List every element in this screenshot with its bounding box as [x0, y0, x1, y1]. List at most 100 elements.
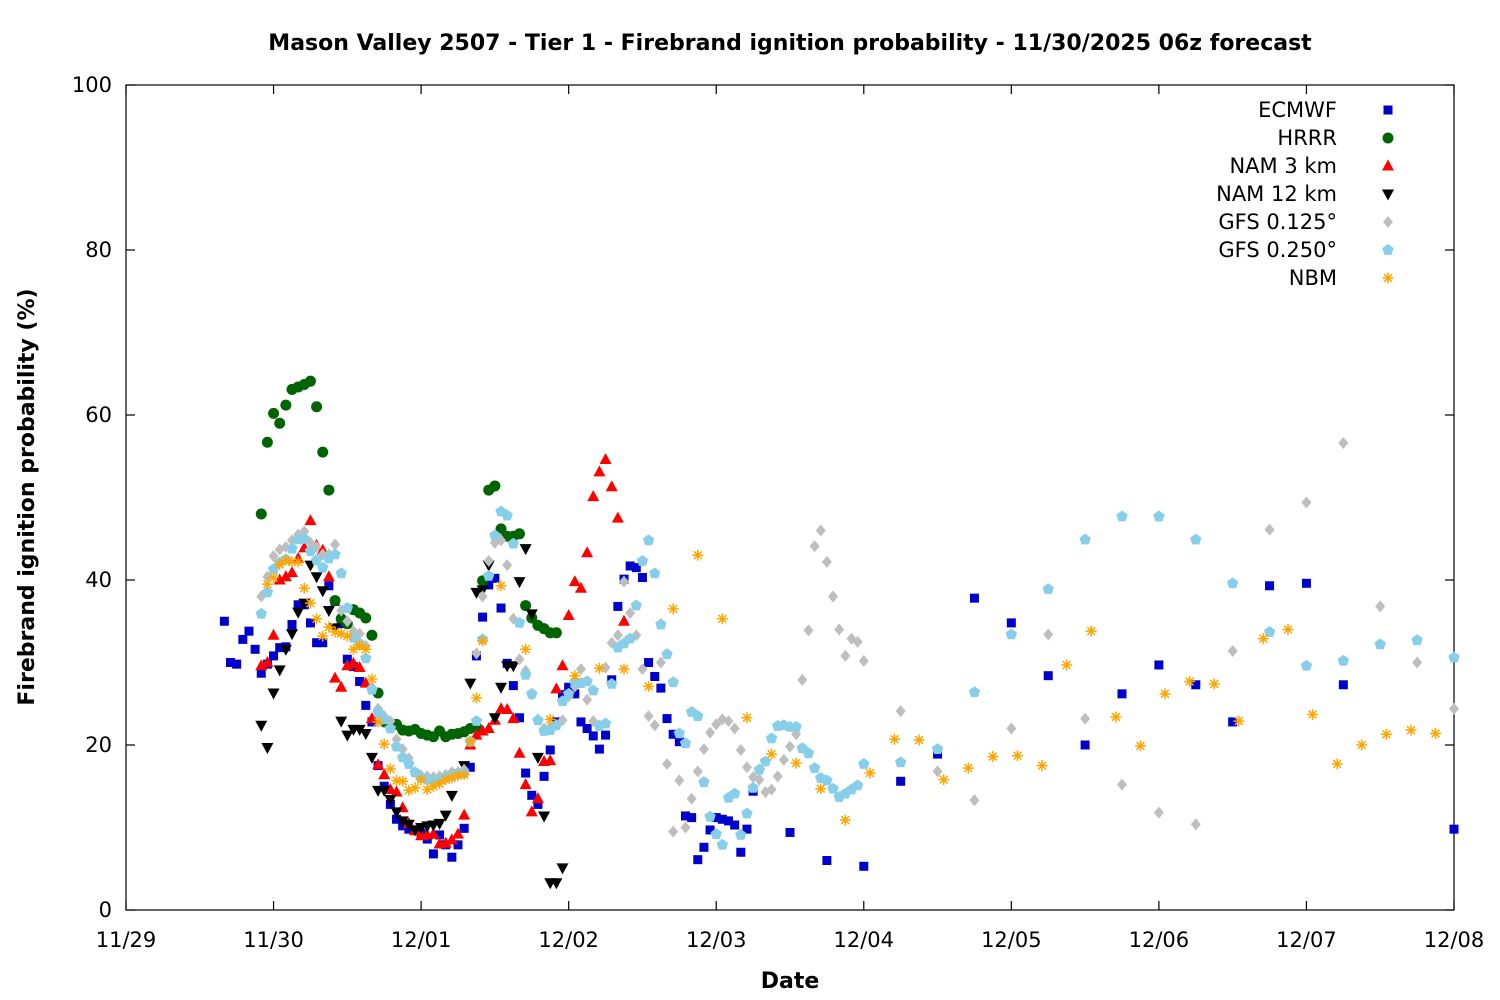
data-point: [710, 828, 722, 839]
data-point: [305, 618, 315, 628]
data-point: [490, 573, 500, 583]
data-point: [894, 756, 907, 768]
data-point: [268, 572, 280, 584]
data-point: [477, 590, 488, 603]
data-point: [329, 671, 342, 683]
data-point: [1375, 600, 1386, 613]
data-point: [317, 630, 329, 642]
data-point: [286, 542, 298, 554]
data-point: [539, 771, 549, 781]
data-point: [428, 849, 438, 859]
data-point: [514, 653, 525, 666]
data-point: [342, 654, 352, 664]
data-point: [544, 754, 557, 766]
y-tick-label: 100: [72, 73, 112, 97]
data-point: [735, 828, 747, 840]
legend-marker: [1382, 159, 1394, 171]
data-point: [477, 635, 489, 647]
data-point: [366, 673, 378, 685]
data-point: [261, 586, 274, 598]
data-point: [624, 632, 636, 644]
data-point: [754, 773, 765, 786]
legend-label: NBM: [1289, 266, 1337, 290]
data-point: [1154, 660, 1164, 670]
data-point: [445, 790, 458, 802]
legend: ECMWF HRRR NAM 3 km NAM 12 km GFS 0.125° GFS …: [1216, 98, 1394, 290]
data-point: [932, 765, 943, 778]
series-gfs-0-250: [255, 505, 1460, 850]
data-point: [858, 757, 870, 769]
data-point: [452, 827, 464, 839]
legend-item: HRRR: [1277, 126, 1394, 150]
data-point: [372, 716, 384, 728]
data-point: [392, 814, 402, 824]
series-nam-12-km: [255, 544, 569, 890]
data-point: [576, 717, 586, 727]
data-point: [705, 726, 716, 739]
data-point: [605, 480, 618, 492]
data-point: [852, 635, 863, 648]
data-point: [840, 649, 851, 662]
data-point: [447, 852, 457, 862]
plot-frame: [125, 84, 1455, 911]
data-point: [674, 774, 685, 787]
data-point: [736, 847, 746, 857]
data-point: [828, 590, 839, 603]
data-point: [501, 703, 514, 715]
data-point: [391, 774, 403, 786]
data-point: [1300, 659, 1313, 671]
data-point: [415, 774, 427, 786]
data-point: [365, 712, 378, 724]
data-point: [365, 752, 378, 764]
data-point: [402, 819, 415, 831]
data-point: [827, 782, 839, 794]
data-point: [839, 814, 851, 826]
data-point: [668, 729, 678, 739]
legend-item: NBM: [1289, 266, 1394, 290]
data-point: [322, 606, 335, 618]
data-point: [821, 555, 832, 568]
data-point: [484, 580, 494, 590]
data-point: [1080, 712, 1091, 725]
data-point: [802, 747, 815, 759]
data-point: [311, 613, 323, 625]
data-point: [238, 634, 248, 644]
x-tick-label: 11/29: [96, 928, 157, 952]
data-point: [588, 731, 598, 741]
data-point: [742, 824, 752, 834]
legend-marker: [1382, 189, 1394, 201]
data-point: [1036, 760, 1048, 772]
data-point: [256, 668, 266, 678]
data-point: [244, 626, 254, 636]
data-point: [766, 783, 777, 796]
data-point: [219, 616, 229, 626]
legend-label: HRRR: [1277, 126, 1337, 150]
data-point: [1085, 625, 1097, 637]
data-point: [482, 722, 495, 733]
data-point: [299, 525, 310, 538]
data-point: [564, 682, 574, 692]
data-point: [1263, 625, 1276, 637]
data-point: [741, 761, 752, 774]
data-point: [508, 681, 518, 691]
data-point: [531, 792, 544, 804]
data-point: [785, 740, 795, 753]
x-tick-label: 12/04: [834, 928, 895, 952]
data-point: [765, 732, 778, 744]
data-point: [587, 684, 599, 696]
data-point: [310, 572, 323, 584]
data-point: [1307, 708, 1319, 720]
data-point: [292, 556, 304, 568]
x-tick-label: 12/06: [1129, 928, 1190, 952]
data-point: [1080, 740, 1090, 750]
data-point: [1190, 533, 1202, 545]
data-point: [329, 548, 341, 560]
data-point: [280, 399, 292, 411]
data-point: [772, 770, 783, 783]
data-point: [1380, 728, 1392, 740]
data-point: [704, 810, 716, 822]
data-point: [403, 784, 415, 796]
data-point: [1430, 727, 1442, 739]
data-point: [304, 375, 316, 387]
data-point: [329, 595, 341, 607]
